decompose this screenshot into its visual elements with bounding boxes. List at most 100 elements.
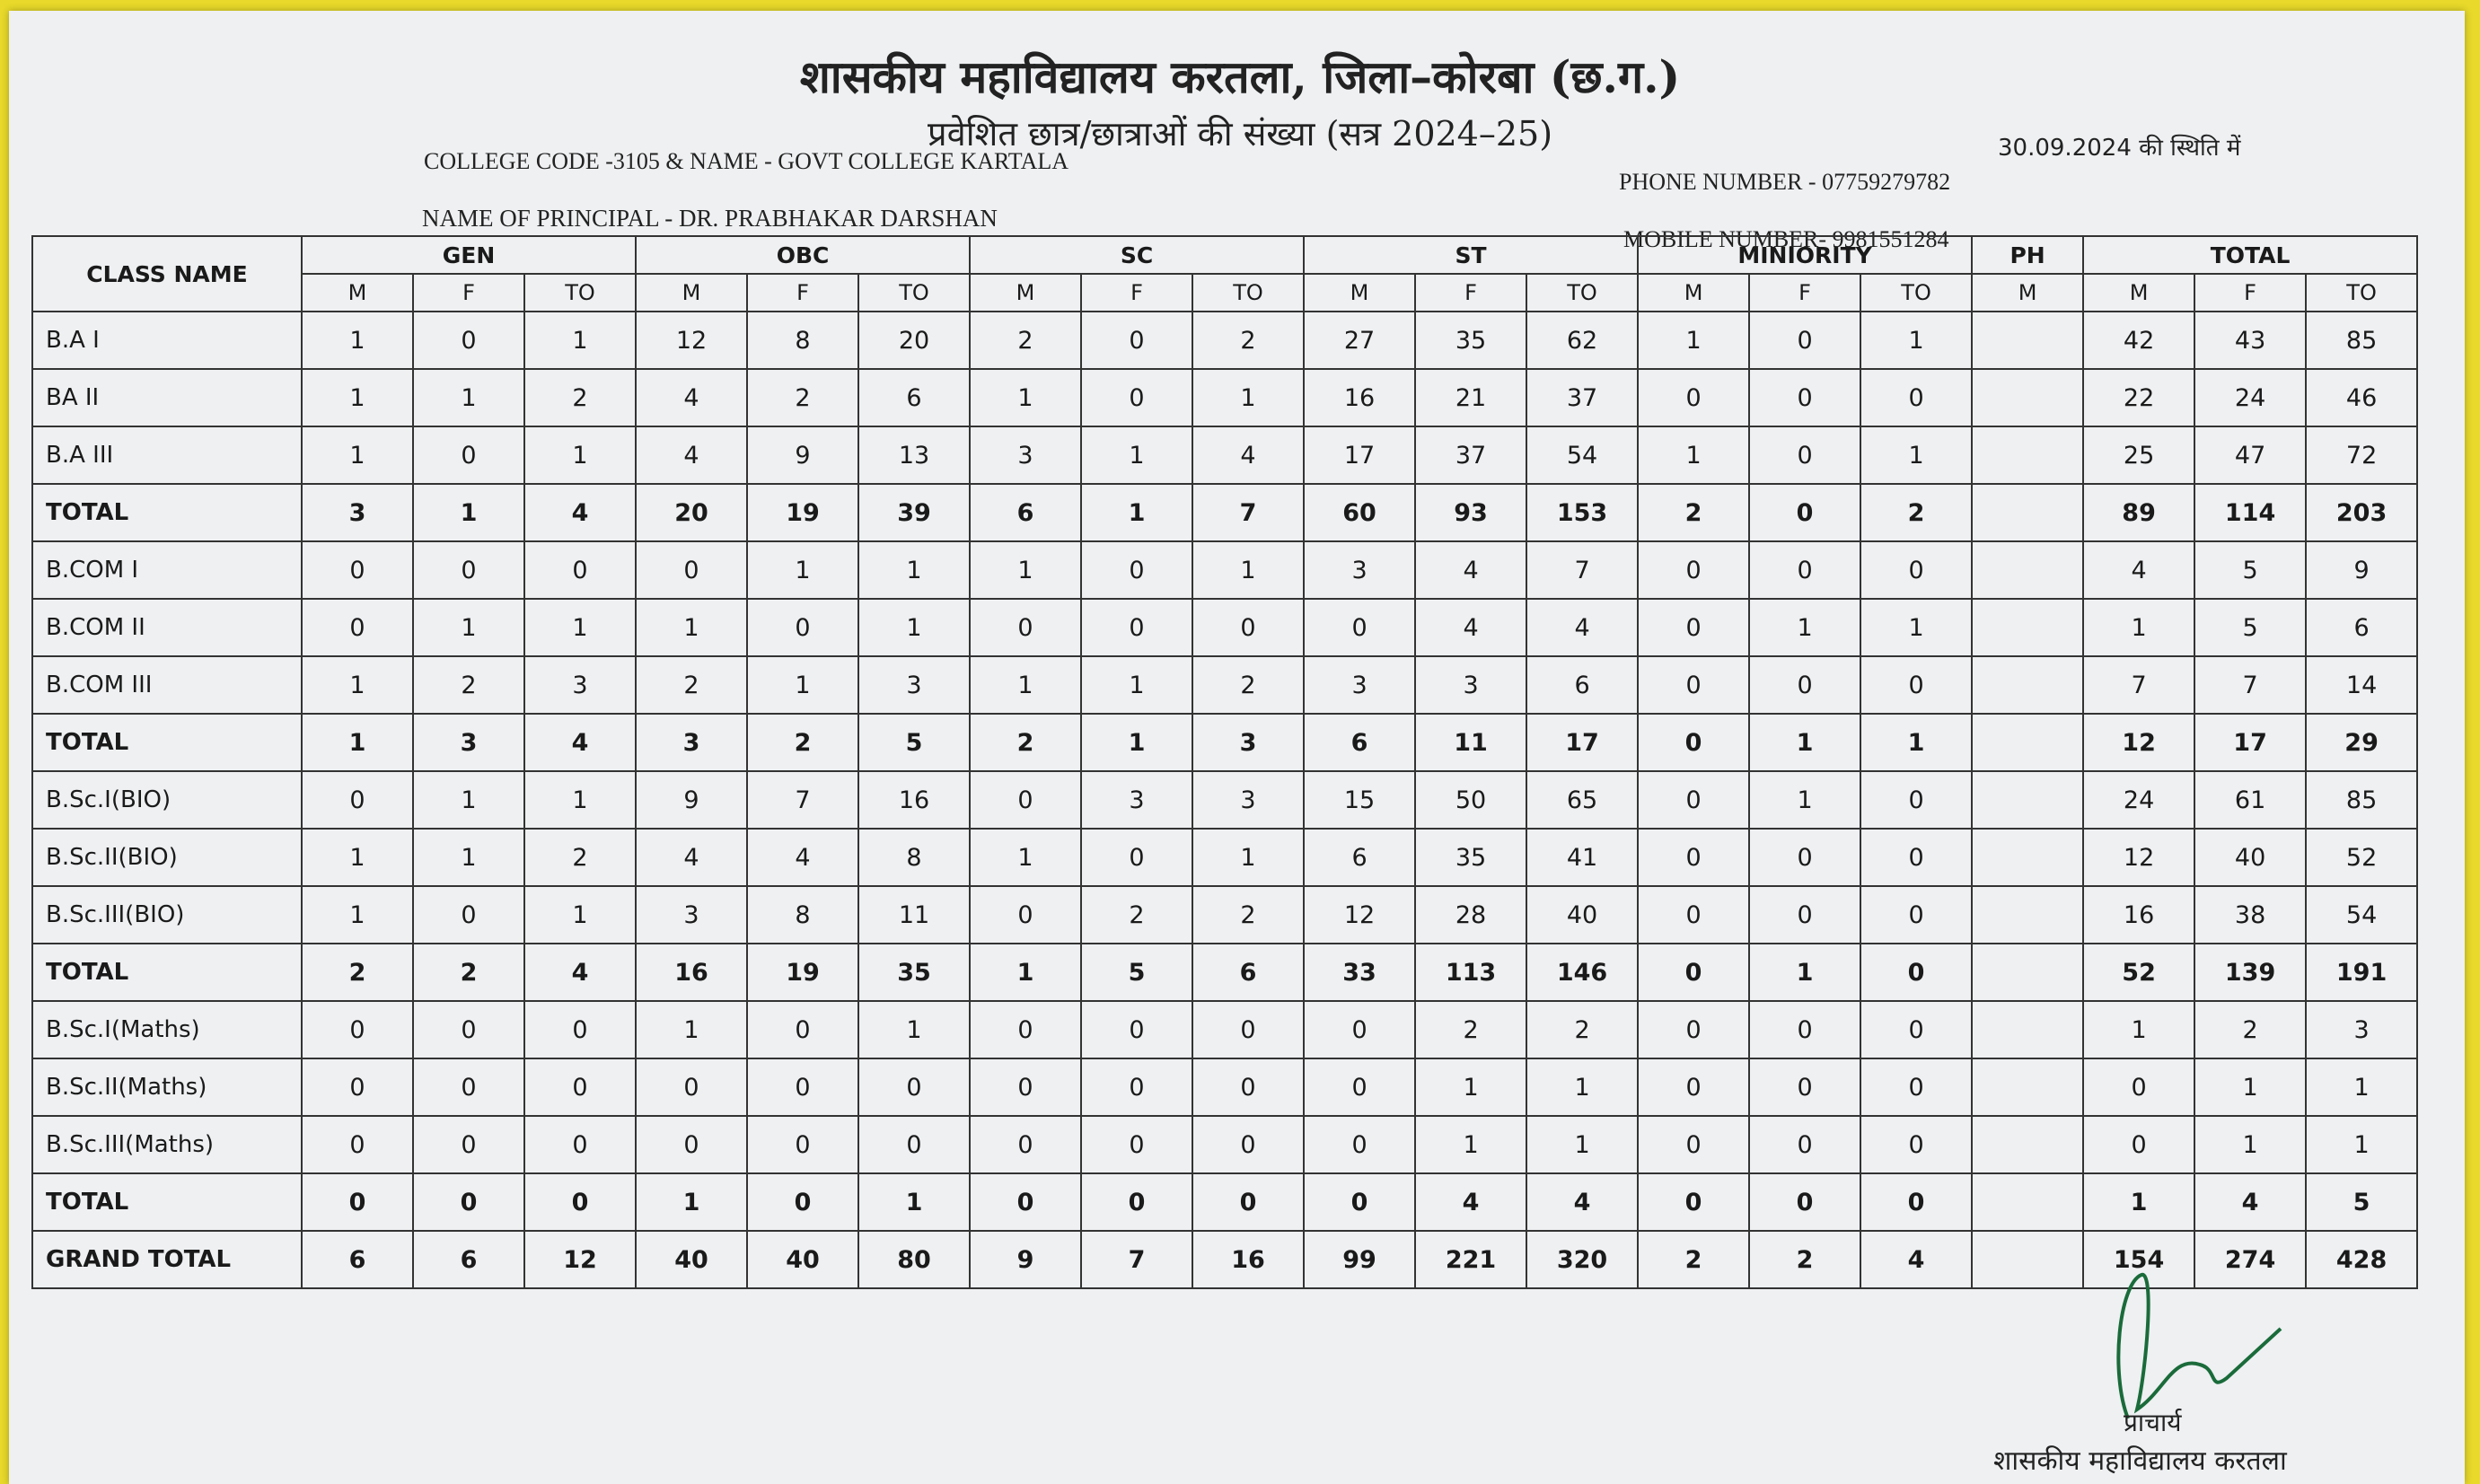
count: 39 [857, 483, 972, 542]
count: 19 [746, 943, 860, 1002]
table-row: B.COM II 0 1 1 1 0 1 0 0 0 0 4 4 0 1 1 1 5 6 [31, 598, 2419, 657]
count: 0 [523, 1172, 638, 1232]
title: शासकीय महाविद्यालय करतला, जिला–कोरबा (छ.… [799, 50, 1681, 103]
count: 1 [412, 598, 525, 657]
count: 20 [857, 311, 972, 370]
count: 0 [301, 598, 414, 657]
subheader: TO [1526, 273, 1640, 312]
count: 2 [1748, 1230, 1862, 1289]
subheader: F [1748, 273, 1862, 312]
group-header: OBC [635, 235, 972, 275]
count: 0 [1860, 655, 1974, 715]
ph-cell [1971, 426, 2085, 485]
class-name: TOTAL [31, 943, 303, 1002]
count: 60 [1303, 483, 1417, 542]
count: 1 [301, 311, 414, 370]
subheader: M [1303, 273, 1417, 312]
ph-cell [1971, 368, 2085, 427]
class-name: BA II [31, 368, 303, 427]
count: 3 [1192, 713, 1306, 772]
count: 0 [1860, 1172, 1974, 1232]
subheader: TO [857, 273, 972, 312]
count: 4 [2082, 540, 2196, 600]
count: 93 [1414, 483, 1528, 542]
count: 1 [301, 368, 414, 427]
count: 0 [1748, 1115, 1862, 1174]
table-row: B.A III 1 0 1 4 9 13 3 1 4 17 37 54 1 0 1 25 47 72 [31, 426, 2419, 485]
count: 0 [1748, 1172, 1862, 1232]
count: 2 [746, 368, 860, 427]
count: 1 [523, 426, 638, 485]
count: 274 [2194, 1230, 2308, 1289]
ph-cell [1971, 598, 2085, 657]
count: 154 [2082, 1230, 2196, 1289]
count: 4 [635, 368, 749, 427]
subheader: TO [1192, 273, 1306, 312]
table-row: B.A I 1 0 1 12 8 20 2 0 2 27 35 62 1 0 1 42 43 85 [31, 311, 2419, 370]
count: 0 [1080, 540, 1194, 600]
ph-cell [1971, 1172, 2085, 1232]
count: 0 [412, 1172, 525, 1232]
count: 1 [2305, 1115, 2419, 1174]
count: 1 [1414, 1058, 1528, 1117]
count: 40 [635, 1230, 749, 1289]
count: 0 [1748, 311, 1862, 370]
count: 46 [2305, 368, 2419, 427]
count: 8 [746, 885, 860, 944]
count: 7 [2194, 655, 2308, 715]
count: 11 [1414, 713, 1528, 772]
count: 20 [635, 483, 749, 542]
count: 2 [1526, 1000, 1640, 1059]
group-header: TOTAL [2082, 235, 2419, 275]
count: 0 [1637, 540, 1751, 600]
count: 11 [857, 885, 972, 944]
count: 1 [635, 598, 749, 657]
table-row: B.Sc.II(BIO) 1 1 2 4 4 8 1 0 1 6 35 41 0 0 0 12 40 52 [31, 828, 2419, 887]
count: 0 [1192, 598, 1306, 657]
count: 4 [523, 943, 638, 1002]
date: 30.09.2024 की स्थिति में [1998, 135, 2241, 162]
count: 113 [1414, 943, 1528, 1002]
count: 0 [523, 1058, 638, 1117]
count: 320 [1526, 1230, 1640, 1289]
count: 1 [746, 540, 860, 600]
ph-cell [1971, 311, 2085, 370]
signatory: प्राचार्य [2124, 1408, 2182, 1437]
table-row: TOTAL 0 0 0 1 0 1 0 0 0 0 4 4 0 0 0 1 4 5 [31, 1172, 2419, 1232]
count: 12 [2082, 828, 2196, 887]
count: 0 [2082, 1115, 2196, 1174]
count: 0 [1860, 540, 1974, 600]
count: 1 [2082, 1172, 2196, 1232]
count: 0 [412, 311, 525, 370]
count: 1 [1748, 943, 1862, 1002]
count: 50 [1414, 770, 1528, 830]
count: 0 [1748, 483, 1862, 542]
count: 1 [1860, 598, 1974, 657]
count: 9 [746, 426, 860, 485]
count: 1 [969, 655, 1083, 715]
count: 0 [1637, 713, 1751, 772]
count: 3 [1192, 770, 1306, 830]
count: 2 [1080, 885, 1194, 944]
count: 3 [969, 426, 1083, 485]
count: 4 [746, 828, 860, 887]
count: 12 [2082, 713, 2196, 772]
count: 0 [523, 540, 638, 600]
count: 0 [523, 1000, 638, 1059]
count: 0 [1637, 943, 1751, 1002]
count: 2 [1637, 483, 1751, 542]
enrollment-table: CLASS NAME GEN OBC SC ST MINIORITY PH TOTAL M F TO… [31, 235, 2419, 1289]
count: 0 [1860, 368, 1974, 427]
count: 24 [2082, 770, 2196, 830]
class-name: TOTAL [31, 1172, 303, 1232]
count: 1 [1192, 368, 1306, 427]
count: 85 [2305, 770, 2419, 830]
class-name: TOTAL [31, 483, 303, 542]
count: 1 [412, 368, 525, 427]
count: 0 [1637, 770, 1751, 830]
count: 114 [2194, 483, 2308, 542]
office: शासकीय महाविद्यालय करतला [1993, 1445, 2287, 1477]
count: 139 [2194, 943, 2308, 1002]
count: 16 [635, 943, 749, 1002]
